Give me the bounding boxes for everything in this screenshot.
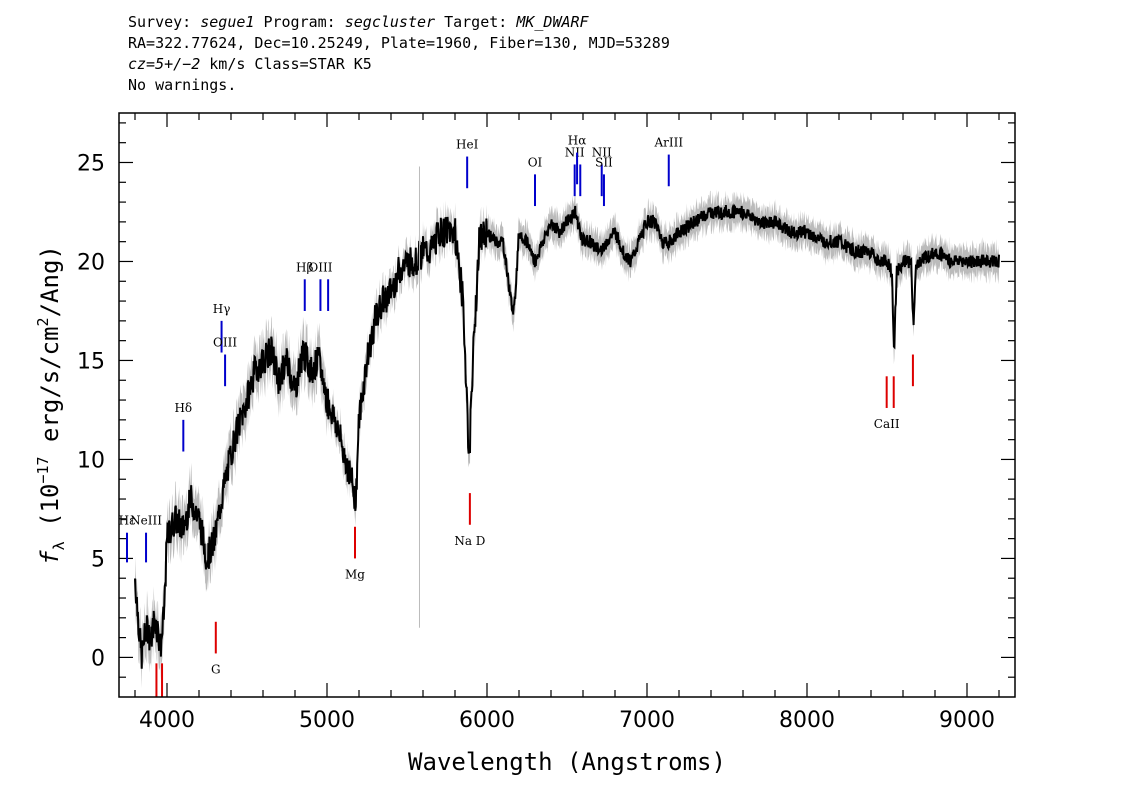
absorption-line-label: G xyxy=(211,662,221,676)
y-tick-label: 15 xyxy=(77,349,105,374)
emission-line-label: HeI xyxy=(456,138,479,152)
emission-line-label: SII xyxy=(595,155,613,169)
error-band xyxy=(135,188,999,689)
y-axis-label: fλ (10−17 erg/s/cm2/Ang) xyxy=(34,245,68,565)
x-tick-label: 9000 xyxy=(939,708,995,733)
y-tick-label: 20 xyxy=(77,250,105,275)
header-line-3: cz=5+/−2 km/s Class=STAR K5 xyxy=(128,54,670,75)
class-value: km/s Class=STAR K5 xyxy=(200,55,372,73)
survey-label: Survey: xyxy=(128,13,201,31)
survey-value: segue1 xyxy=(200,13,255,31)
program-value: segcluster xyxy=(344,13,436,31)
y-tick-label: 0 xyxy=(91,646,105,671)
header-line-2: RA=322.77624, Dec=10.25249, Plate=1960, … xyxy=(128,34,670,52)
target-value: MK_DWARF xyxy=(516,13,589,31)
emission-line-label: OIII xyxy=(213,336,237,350)
x-tick-label: 6000 xyxy=(459,708,515,733)
x-axis-label: Wavelength (Angstroms) xyxy=(408,748,726,776)
spectrum-data-layer xyxy=(134,166,1000,689)
x-tick-label: 4000 xyxy=(139,708,195,733)
emission-line-label: NII xyxy=(592,145,612,159)
emission-line-label: OIII xyxy=(308,260,332,274)
emission-line-label: OI xyxy=(528,155,543,169)
spectral-lines-layer: HεNeIIIHδHγOIIIHβOIIIHeIOINIIHαNIISIIArI… xyxy=(119,134,914,697)
x-tick-label: 8000 xyxy=(779,708,835,733)
absorption-line-label: CaII xyxy=(874,417,900,431)
y-tick-label: 10 xyxy=(77,448,105,473)
absorption-line-label: Na D xyxy=(454,534,485,548)
header-line-1: Survey: segue1 Program: segcluster Targe… xyxy=(128,12,670,33)
tick-labels-layer: 4000 5000 6000 7000 8000 9000 0 5 10 15 20 25 xyxy=(77,151,995,733)
redshift-value: cz=5+/−2 xyxy=(128,55,201,73)
flux-line xyxy=(134,203,1000,669)
svg-text:fλ (10−17 erg/s/cm2/Ang): fλ (10−17 erg/s/cm2/Ang) xyxy=(34,245,68,565)
emission-line-label: ArIII xyxy=(653,136,683,150)
header-line-4: No warnings. xyxy=(128,76,237,94)
axis-ticks-layer xyxy=(119,113,1015,697)
emission-line-label: Hε xyxy=(119,514,136,528)
y-tick-label: 5 xyxy=(91,547,105,572)
y-tick-label: 25 xyxy=(77,151,105,176)
emission-line-label: NII xyxy=(565,145,585,159)
emission-line-label: Hβ xyxy=(296,260,313,274)
absorption-line-label: Mg xyxy=(345,567,365,581)
emission-line-label: NeIII xyxy=(130,514,162,528)
emission-line-label: Hγ xyxy=(213,302,231,316)
program-label: Program: xyxy=(254,13,345,31)
target-label: Target: xyxy=(435,13,517,31)
emission-line-label: Hδ xyxy=(174,401,192,415)
spectrum-header: Survey: segue1 Program: segcluster Targe… xyxy=(128,12,670,96)
plot-frame xyxy=(118,112,1016,698)
x-tick-label: 7000 xyxy=(619,708,675,733)
x-tick-label: 5000 xyxy=(299,708,355,733)
emission-line-label: Hα xyxy=(568,134,587,148)
